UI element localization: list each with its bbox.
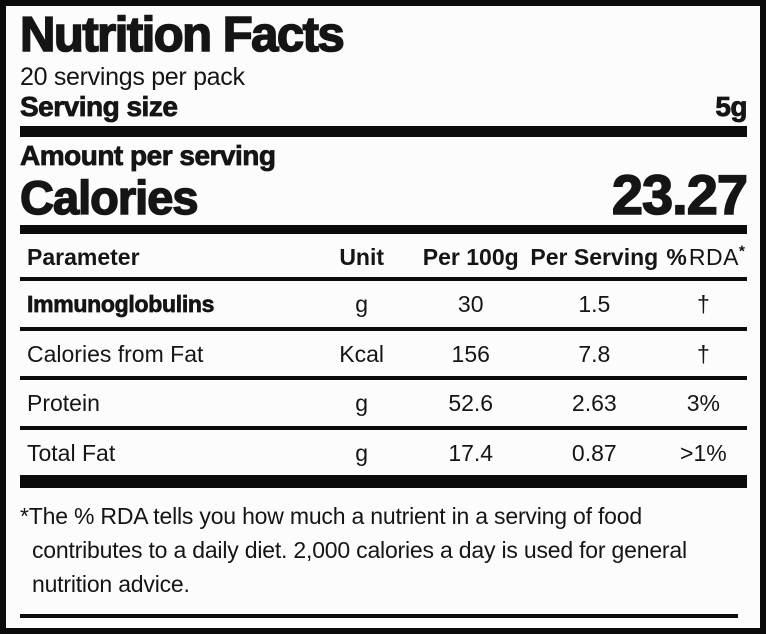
column-header-parameter: Parameter [20, 233, 311, 282]
cell-rda: >1% [680, 439, 727, 466]
rda-footnote-marker: * [20, 502, 29, 529]
rda-footnote-text: The % RDA tells you how much a nutrient … [28, 502, 687, 598]
cell-rda: 3% [659, 378, 747, 430]
cell-unit: Kcal [310, 328, 413, 381]
cell-per-100g: 156 [412, 328, 529, 381]
cell-per-100g: 17.4 [448, 439, 494, 466]
cell-parameter: Protein [20, 378, 311, 430]
not-established-marker: - [22, 628, 30, 634]
cell-per-100g: 30 [412, 279, 529, 331]
cell-rda: † [659, 279, 747, 331]
cell-unit: g [310, 378, 413, 430]
divider-thick-middle [20, 224, 747, 234]
cell-unit: g [310, 279, 413, 331]
cell-rda: † [659, 328, 747, 381]
rda-percent-symbol: % [666, 243, 687, 270]
label-title: Nutrition Facts [19, 8, 345, 62]
table-row: Immunoglobulins g 30 1.5 † [20, 279, 747, 331]
cell-per-serving: 2.63 [528, 378, 660, 430]
table-row: Protein g 52.6 2.63 3% [20, 378, 747, 430]
cell-unit: g [355, 439, 369, 466]
calories-label: Calories [19, 170, 199, 224]
cell-per-serving: 7.8 [528, 328, 660, 381]
column-header-per-serving: Per Serving [528, 233, 660, 282]
serving-size-row: Serving size 5g [20, 91, 748, 123]
serving-size-label: Serving size [20, 91, 179, 123]
rda-asterisk: * [738, 243, 745, 261]
amount-per-serving-label: Amount per serving [20, 140, 277, 172]
cell-parameter: Calories from Fat [20, 328, 311, 381]
servings-per-pack: 20 servings per pack [20, 63, 245, 91]
cell-per-serving: 0.87 [571, 439, 617, 466]
column-header-rda: %RDA* [659, 233, 747, 282]
nutrients-table: Parameter Unit Per 100g Per Serving %RDA… [20, 233, 747, 475]
cell-per-serving: 1.5 [528, 279, 660, 331]
rda-footnote: *The % RDA tells you how much a nutrient… [20, 499, 747, 601]
divider-thin [20, 614, 738, 619]
column-header-per-100g: Per 100g [412, 233, 529, 282]
table-row: Total Fat g 17.4 0.87 >1% [20, 428, 747, 475]
not-established-note: - % RDA not established. [22, 628, 747, 634]
calories-row: Calories 23.27 [19, 163, 749, 227]
column-header-unit: Unit [310, 233, 413, 282]
divider-thick-bottom [20, 474, 747, 488]
serving-size-value: 5g [715, 91, 748, 123]
table-header-row: Parameter Unit Per 100g Per Serving %RDA… [20, 233, 747, 282]
cell-parameter: Total Fat [27, 439, 116, 466]
cell-parameter: Immunoglobulins [20, 279, 311, 331]
rda-label: RDA [688, 243, 739, 270]
calories-value: 23.27 [611, 163, 749, 227]
cell-per-100g: 52.6 [412, 378, 529, 430]
divider-thick-top [20, 126, 747, 138]
not-established-text: % RDA not established. [62, 628, 314, 634]
table-row: Calories from Fat Kcal 156 7.8 † [20, 328, 747, 381]
